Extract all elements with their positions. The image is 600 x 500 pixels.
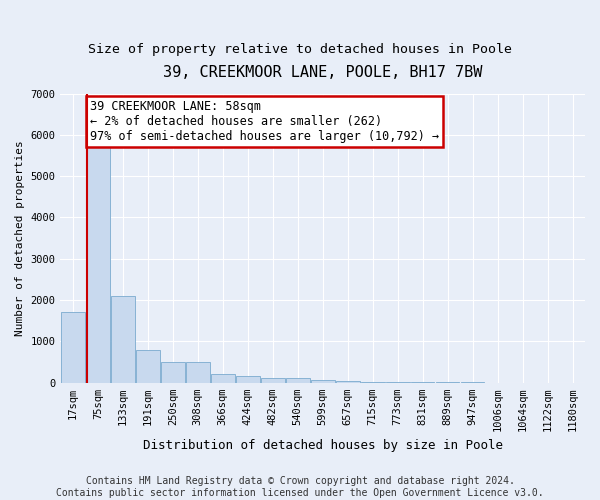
Bar bbox=[86, 143, 110, 382]
Bar bbox=[236, 376, 260, 382]
Bar bbox=[286, 378, 310, 382]
Y-axis label: Number of detached properties: Number of detached properties bbox=[15, 140, 25, 336]
X-axis label: Distribution of detached houses by size in Poole: Distribution of detached houses by size … bbox=[143, 440, 503, 452]
Bar bbox=[211, 374, 235, 382]
Bar bbox=[261, 378, 284, 382]
Text: Contains HM Land Registry data © Crown copyright and database right 2024.
Contai: Contains HM Land Registry data © Crown c… bbox=[56, 476, 544, 498]
Bar bbox=[161, 362, 185, 382]
Bar bbox=[61, 312, 85, 382]
Text: Size of property relative to detached houses in Poole: Size of property relative to detached ho… bbox=[88, 42, 512, 56]
Text: 39 CREEKMOOR LANE: 58sqm
← 2% of detached houses are smaller (262)
97% of semi-d: 39 CREEKMOOR LANE: 58sqm ← 2% of detache… bbox=[90, 100, 439, 143]
Bar bbox=[311, 380, 335, 382]
Bar bbox=[111, 296, 135, 382]
Bar bbox=[186, 362, 209, 382]
Bar bbox=[136, 350, 160, 382]
Title: 39, CREEKMOOR LANE, POOLE, BH17 7BW: 39, CREEKMOOR LANE, POOLE, BH17 7BW bbox=[163, 65, 482, 80]
